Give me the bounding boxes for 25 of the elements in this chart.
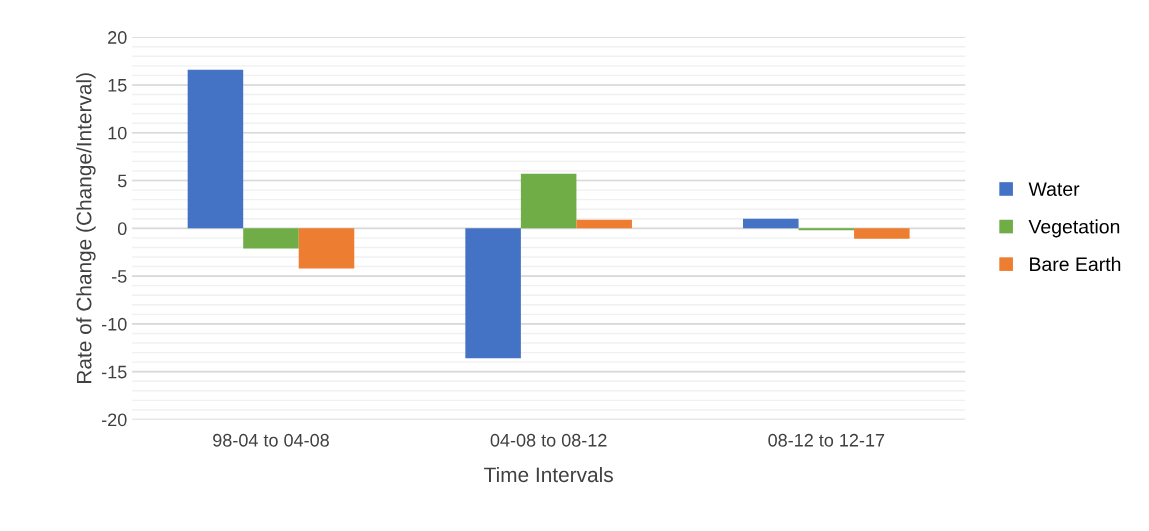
y-tick-label: -20 <box>101 413 127 427</box>
x-tick-label: 04-08 to 08-12 <box>490 433 607 447</box>
y-tick-label: -5 <box>112 270 127 283</box>
bar <box>465 228 521 359</box>
y-tick-label: -10 <box>101 317 127 331</box>
bar <box>243 228 299 249</box>
legend-label: Vegetation <box>1028 219 1120 238</box>
y-tick-label: 5 <box>117 174 127 188</box>
y-tick-label: 20 <box>108 31 127 44</box>
y-tick-label: 15 <box>108 79 127 92</box>
bar <box>520 173 577 229</box>
x-tick-label: 98-04 to 04-08 <box>213 433 329 447</box>
y-tick-label: 0 <box>117 222 127 236</box>
bar <box>576 219 632 229</box>
x-axis-title: Time Intervals <box>484 466 613 483</box>
legend-label: Water <box>1028 182 1080 196</box>
bar <box>187 69 244 229</box>
bar <box>743 218 799 229</box>
y-tick-label: -15 <box>101 365 127 379</box>
bar <box>854 228 910 239</box>
y-axis-title: Rate of Change (Change/Interval) <box>76 73 96 383</box>
x-tick-label: 08-12 to 12-17 <box>768 433 885 447</box>
legend-label: Bare Earth <box>1030 256 1121 272</box>
bar <box>298 228 355 269</box>
y-tick-label: 10 <box>108 126 127 140</box>
